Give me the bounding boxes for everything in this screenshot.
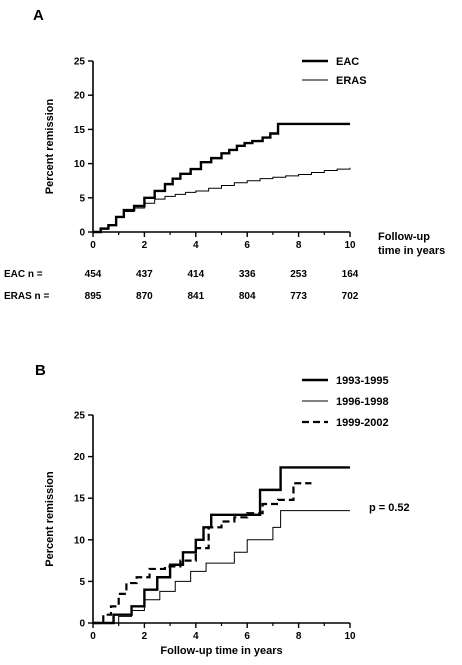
x-tick-label: 6: [244, 240, 250, 251]
panel-label: B: [35, 362, 46, 379]
risk-table-row-label: ERAS n =: [4, 291, 49, 302]
legend-label: 1999-2002: [336, 417, 389, 429]
y-tick-label: 25: [74, 57, 86, 68]
x-tick-label: 8: [296, 631, 302, 642]
risk-table-value: 895: [85, 291, 102, 302]
y-tick-label: 5: [79, 577, 85, 588]
series-line-1996-1998: [93, 510, 350, 624]
x-tick-label: 0: [90, 631, 96, 642]
x-tick-label: 4: [193, 631, 199, 642]
y-tick-label: 15: [74, 494, 86, 505]
y-tick-label: 5: [79, 193, 85, 204]
x-tick-label: 10: [344, 631, 356, 642]
risk-table-value: 164: [342, 269, 359, 280]
y-tick-label: 15: [74, 125, 86, 136]
x-tick-label: 10: [344, 240, 356, 251]
series-line-1993-1995: [93, 466, 350, 625]
legend-label: ERAS: [336, 75, 367, 87]
series-line-1999-2002: [93, 482, 312, 625]
y-tick-label: 10: [74, 535, 86, 546]
y-tick-label: 10: [74, 159, 86, 170]
risk-table-value: 437: [136, 269, 153, 280]
x-tick-label: 6: [244, 631, 250, 642]
risk-table-row-label: EAC n =: [4, 269, 43, 280]
y-tick-label: 0: [79, 228, 85, 239]
panel-label: A: [33, 7, 44, 24]
series-line-ERAS: [93, 167, 351, 233]
y-axis-title: Percent remission: [44, 471, 56, 567]
legend-label: 1993-1995: [336, 375, 389, 387]
y-tick-label: 25: [74, 411, 86, 422]
x-tick-label: 8: [296, 240, 302, 251]
x-axis-title-line: time in years: [378, 245, 445, 257]
risk-table-value: 804: [239, 291, 256, 302]
risk-table-value: 454: [85, 269, 102, 280]
y-axis-title: Percent remission: [44, 99, 56, 195]
risk-table-value: 253: [290, 269, 307, 280]
x-axis-title: Follow-up time in years: [160, 645, 282, 657]
risk-table-value: 870: [136, 291, 153, 302]
x-tick-label: 2: [142, 631, 148, 642]
risk-table-value: 336: [239, 269, 256, 280]
legend-label: EAC: [336, 56, 359, 68]
risk-table-value: 841: [187, 291, 204, 302]
x-tick-label: 4: [193, 240, 199, 251]
series-line-EAC: [93, 122, 350, 234]
y-tick-label: 20: [74, 91, 86, 102]
x-tick-label: 2: [142, 240, 148, 251]
risk-table-value: 414: [187, 269, 204, 280]
y-tick-label: 0: [79, 619, 85, 630]
x-axis-title-line: Follow-up: [378, 231, 430, 243]
risk-table-value: 702: [342, 291, 359, 302]
x-tick-label: 0: [90, 240, 96, 251]
p-value-annotation: p = 0.52: [369, 502, 410, 514]
y-tick-label: 20: [74, 452, 86, 463]
risk-table-value: 773: [290, 291, 307, 302]
legend-label: 1996-1998: [336, 396, 389, 408]
